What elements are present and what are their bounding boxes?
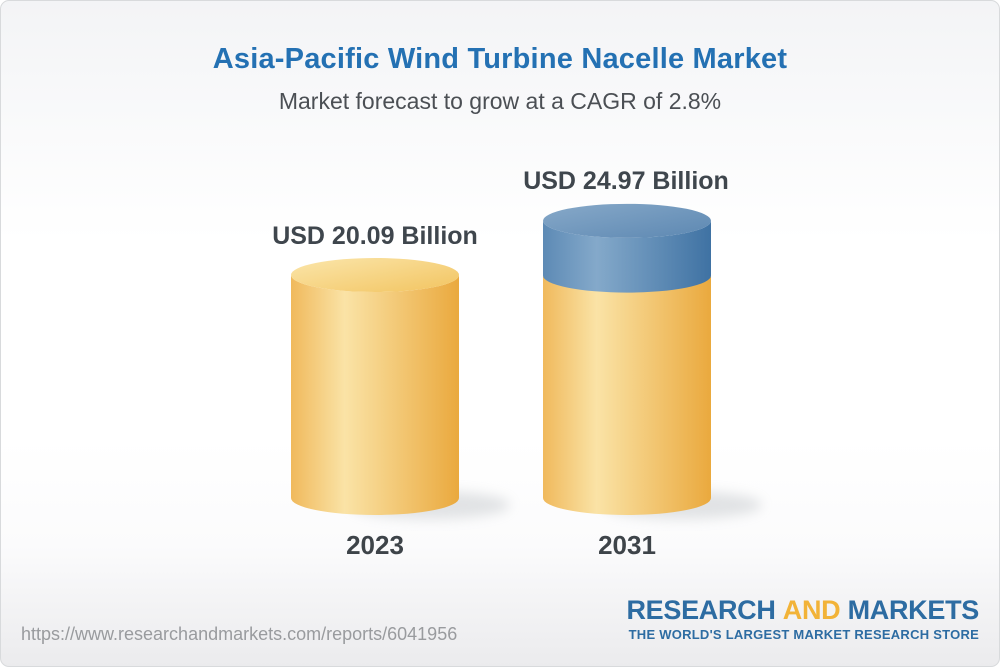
- value-label-2023: USD 20.09 Billion: [272, 222, 478, 250]
- cylinder-shadow-2023: [350, 491, 510, 519]
- logo-wordmark: RESEARCH AND MARKETS: [626, 595, 980, 626]
- value-label-2031: USD 24.97 Billion: [523, 167, 729, 195]
- logo-word-markets: MARKETS: [847, 595, 980, 625]
- logo-tagline: THE WORLD'S LARGEST MARKET RESEARCH STOR…: [628, 626, 979, 642]
- report-url: https://www.researchandmarkets.com/repor…: [21, 624, 458, 644]
- cylinder-2023: [291, 258, 459, 515]
- logo-word-and: AND: [782, 595, 841, 625]
- logo-word-research: RESEARCH: [626, 595, 776, 625]
- research-and-markets-logo: RESEARCH AND MARKETS THE WORLD'S LARGEST…: [626, 595, 980, 642]
- chart-subtitle: Market forecast to grow at a CAGR of 2.8…: [278, 88, 722, 114]
- cylinder-2031: [543, 203, 711, 515]
- cylinder-shadow-2031: [602, 491, 762, 519]
- category-label-2031: 2031: [598, 530, 656, 560]
- growth-segment: [543, 220, 711, 293]
- category-label-2023: 2023: [346, 530, 404, 560]
- chart-title: Asia-Pacific Wind Turbine Nacelle Market: [212, 43, 788, 75]
